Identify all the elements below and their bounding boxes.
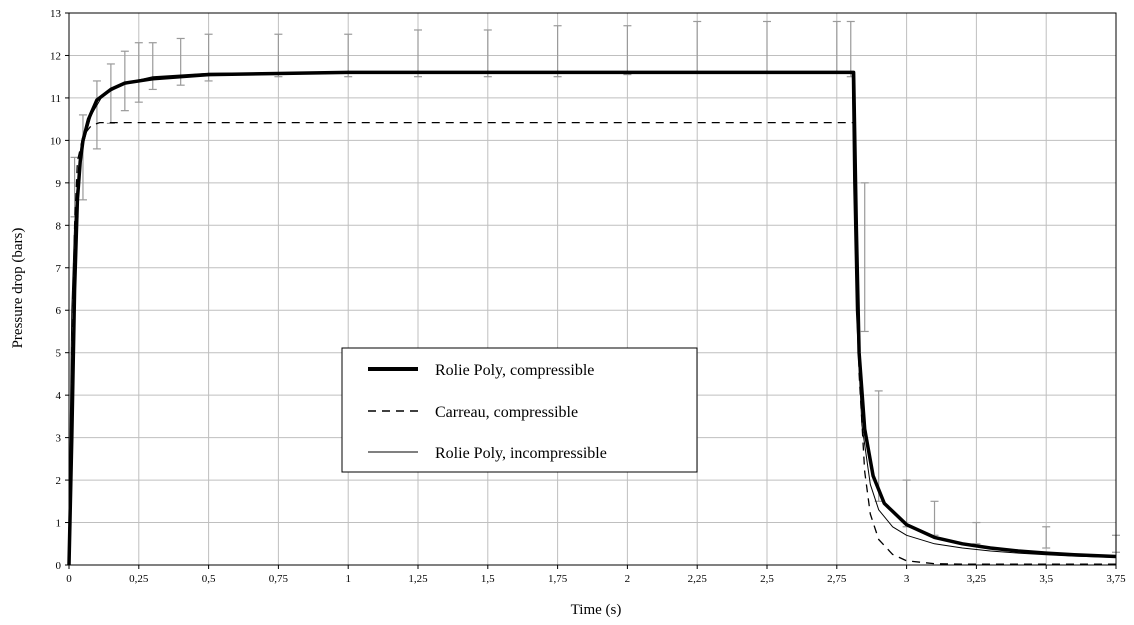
x-axis-title: Time (s): [571, 602, 622, 618]
x-tick-label: 0,5: [202, 573, 216, 585]
grid: [68, 12, 1117, 566]
x-tick-label: 1: [345, 573, 351, 585]
y-tick-label: 3: [56, 433, 62, 445]
x-tick-label: 2,25: [688, 573, 708, 585]
x-tick-label: 2,5: [760, 573, 774, 585]
legend-label-carreau-compressible: Carreau, compressible: [435, 404, 578, 421]
axes: [65, 12, 1117, 569]
y-tick-label: 11: [50, 93, 61, 105]
x-tick-label: 0: [66, 573, 72, 585]
y-tick-label: 13: [50, 8, 62, 20]
series-line-carreau-compressible: [68, 121, 1116, 566]
legend: Rolie Poly, compressible Carreau, compre…: [341, 347, 698, 473]
x-tick-label: 3,5: [1039, 573, 1053, 585]
y-tick-label: 10: [50, 135, 62, 147]
x-tick-label: 2: [625, 573, 631, 585]
y-tick-label: 8: [56, 220, 62, 232]
x-tick-label: 1,5: [481, 573, 495, 585]
tick-labels: 0 0,25 0,5 0,75 1 1,25 1,5 1,75 2 2,25 2,5 2,75 3 3,2…: [50, 8, 1126, 585]
legend-label-rolie-poly-compressible: Rolie Poly, compressible: [435, 362, 594, 379]
y-tick-label: 0: [56, 560, 62, 572]
legend-box: [341, 347, 698, 473]
series-line-rolie-poly-incompressible: [68, 71, 1117, 566]
y-tick-label: 4: [56, 390, 62, 402]
x-tick-label: 1,25: [408, 573, 428, 585]
y-tick-label: 9: [56, 178, 62, 190]
x-tick-label: 0,25: [129, 573, 149, 585]
x-tick-label: 2,75: [827, 573, 847, 585]
y-tick-label: 6: [56, 305, 62, 317]
x-tick-label: 0,75: [269, 573, 289, 585]
plot-frame: [68, 12, 1117, 566]
y-tick-label: 1: [56, 518, 62, 530]
y-tick-label: 2: [56, 475, 62, 487]
series-lines: [67, 70, 1117, 566]
x-tick-label: 3: [904, 573, 910, 585]
error-bars: [70, 20, 1120, 553]
series-line-rolie-poly-compressible: [67, 70, 1117, 566]
y-axis-title: Pressure drop (bars): [10, 228, 26, 349]
y-tick-label: 7: [56, 263, 62, 275]
y-tick-label: 12: [50, 50, 61, 62]
legend-label-rolie-poly-incompressible: Rolie Poly, incompressible: [435, 445, 607, 462]
x-tick-label: 3,75: [1106, 573, 1126, 585]
x-tick-label: 1,75: [548, 573, 568, 585]
y-tick-label: 5: [56, 348, 62, 360]
x-tick-label: 3,25: [967, 573, 987, 585]
